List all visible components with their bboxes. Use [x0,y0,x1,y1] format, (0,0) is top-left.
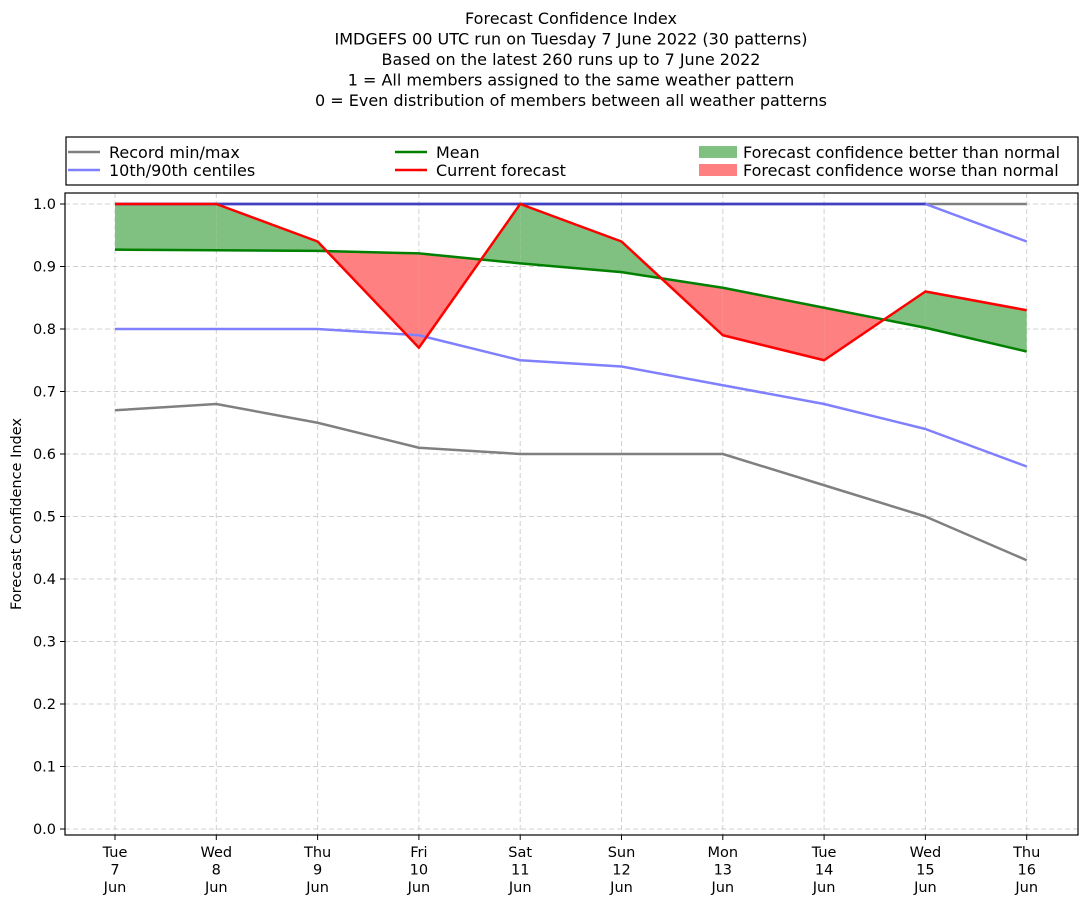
x-tick-label-part: Thu [303,845,331,861]
legend-label-current: Current forecast [436,161,566,180]
x-tick-label-part: 14 [815,863,833,879]
y-tick-label: 0.5 [33,510,56,526]
x-tick-label-part: Tue [811,845,837,861]
fill-better-segment [115,204,217,251]
fill-worse-segment [722,287,825,361]
y-tick-label: 0.2 [33,697,56,713]
fill-better-segment [216,204,318,251]
fill-better-segment [520,204,622,273]
x-tick-label-part: Tue [102,845,128,861]
title-line-1: Forecast Confidence Index [465,9,677,28]
x-tick-label-part: 7 [110,863,119,879]
x-tick-label-part: Jun [1014,880,1038,896]
y-tick-label: 0.0 [33,822,56,838]
y-tick-label: 0.6 [33,447,56,463]
title-line-3: Based on the latest 260 runs up to 7 Jun… [382,50,761,69]
x-tick-label-part: Jun [103,880,127,896]
plot-frame [64,192,1079,836]
x-tick-label: Tue 7 Jun [102,845,128,896]
legend-swatch-better [699,146,737,158]
x-tick-label-part: Wed [200,845,232,861]
y-axis-label: Forecast Confidence Index [9,418,25,610]
y-tick-label: 0.3 [33,635,56,651]
x-tick-label-part: 9 [313,863,322,879]
x-tick-label-part: 11 [511,863,529,879]
x-tick-label-part: 10 [410,863,428,879]
legend-label-better: Forecast confidence better than normal [743,143,1060,162]
x-tick-label-part: Thu [1012,845,1040,861]
x-tick-label: Mon 13 Jun [708,845,739,896]
x-tick-label: Thu 9 Jun [303,845,331,896]
x-tick-label-part: Jun [609,880,633,896]
legend: Record min/max Mean Forecast confidence be… [65,136,1079,186]
x-tick-label-part: Jun [305,880,329,896]
x-tick-label-part: Jun [407,880,431,896]
chart-title: Forecast Confidence Index IMDGEFS 00 UTC … [315,9,827,110]
fill-better-segment [884,291,926,328]
mean-line [114,248,1027,353]
x-tick-label-part: Jun [508,880,532,896]
title-line-4: 1 = All members assigned to the same wea… [348,71,795,90]
legend-label-worse: Forecast confidence worse than normal [743,161,1059,180]
x-tick-label-part: Wed [910,845,942,861]
y-tick-label: 0.7 [33,385,56,401]
x-tick-label-part: 15 [916,863,934,879]
y-tick-label: 0.4 [33,572,56,588]
x-tick-label-part: Jun [710,880,734,896]
grid [65,193,1078,835]
x-tick-label: Thu 16 Jun [1012,845,1040,896]
x-tick-label-part: 12 [612,863,630,879]
x-tick-label-part: 16 [1017,863,1035,879]
fill-worse-segment [824,307,885,361]
p10-line [115,327,1028,468]
x-tick-label-part: Jun [913,880,937,896]
x-tick-label-part: Jun [812,880,836,896]
x-tick-label: Fri 10 Jun [407,845,431,896]
current-forecast-line [115,202,1027,362]
legend-label-record: Record min/max [109,143,240,162]
y-tick-label: 0.1 [33,760,56,776]
x-tick-label: Tue 14 Jun [811,845,837,896]
title-line-5: 0 = Even distribution of members between… [315,91,827,110]
record-min-line [114,402,1028,562]
x-tick-label-part: Sun [608,845,636,861]
legend-label-centiles: 10th/90th centiles [109,161,255,180]
y-tick-label: 0.9 [33,260,56,276]
y-tick-label: 1.0 [33,197,56,213]
x-tick-label-part: Fri [410,845,427,861]
x-tick-label: Wed 8 Jun [200,845,232,896]
x-tick-label-part: Jun [204,880,228,896]
x-tick-label: Sat 11 Jun [508,845,533,896]
x-tick-label-part: 8 [212,863,221,879]
legend-label-mean: Mean [436,143,480,162]
confidence-fills [115,204,1027,361]
y-tick-label: 0.8 [33,322,56,338]
x-tick-label: Wed 15 Jun [910,845,942,896]
x-tick-label-part: 13 [714,863,732,879]
legend-swatch-worse [699,164,737,176]
x-tick-label-part: Sat [508,845,532,861]
title-line-2: IMDGEFS 00 UTC run on Tuesday 7 June 202… [335,30,808,49]
x-tick-label-part: Mon [708,845,739,861]
x-tick-label: Sun 12 Jun [608,845,636,896]
series-lines [114,202,1028,562]
legend-box [65,136,1079,186]
